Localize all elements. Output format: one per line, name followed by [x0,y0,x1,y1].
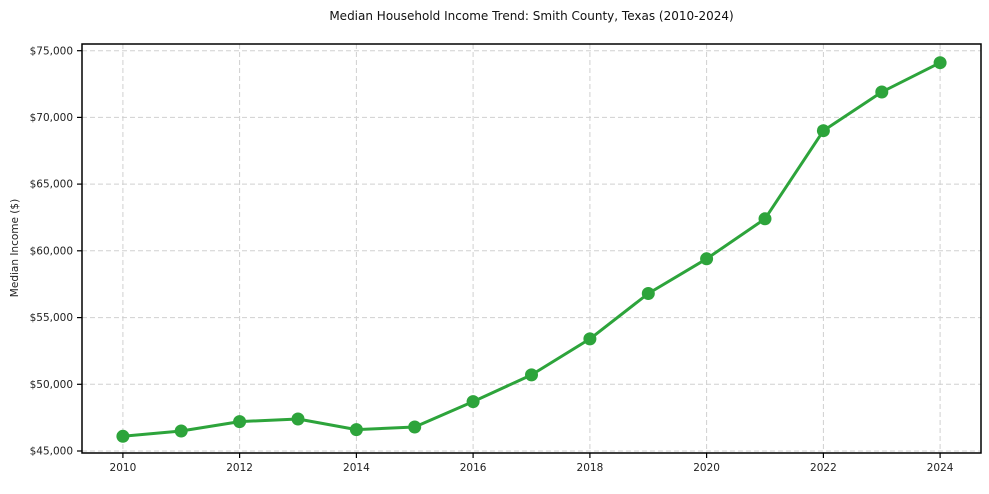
svg-text:2024: 2024 [927,462,954,474]
svg-text:2014: 2014 [343,462,370,474]
svg-text:2012: 2012 [226,462,253,474]
svg-text:$45,000: $45,000 [30,446,73,458]
svg-text:$65,000: $65,000 [30,179,73,191]
svg-text:$60,000: $60,000 [30,245,73,257]
svg-text:2010: 2010 [110,462,137,474]
svg-text:2022: 2022 [810,462,837,474]
svg-text:2020: 2020 [693,462,720,474]
svg-text:$50,000: $50,000 [30,379,73,391]
y-axis-label: Median Income ($) [9,198,21,298]
chart-title: Median Household Income Trend: Smith Cou… [329,9,734,23]
svg-text:2016: 2016 [460,462,487,474]
svg-text:$70,000: $70,000 [30,112,73,124]
svg-text:$75,000: $75,000 [30,45,73,57]
svg-text:$55,000: $55,000 [30,312,73,324]
svg-text:2018: 2018 [577,462,604,474]
